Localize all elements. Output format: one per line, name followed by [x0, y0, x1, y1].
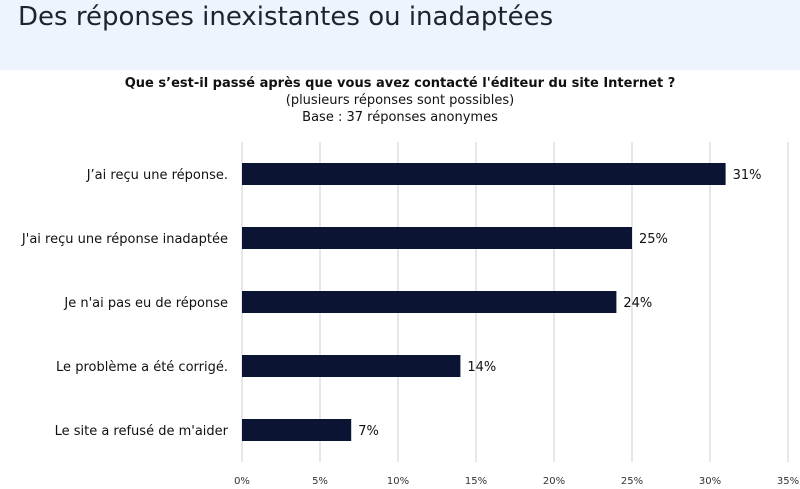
x-tick-label: 15%	[465, 476, 487, 487]
page-title: Des réponses inexistantes ou inadaptées	[18, 2, 554, 32]
data-label: 25%	[639, 232, 668, 247]
bar	[242, 227, 632, 249]
chart-title: Que s’est-il passé après que vous avez c…	[124, 76, 676, 91]
category-label: J'ai reçu une réponse inadaptée	[21, 232, 228, 247]
x-tick-label: 30%	[699, 476, 721, 487]
bar	[242, 291, 617, 313]
bar	[242, 355, 461, 377]
data-label: 31%	[733, 168, 762, 183]
data-label: 14%	[467, 360, 496, 375]
x-tick-label: 35%	[777, 476, 799, 487]
chart-base: Base : 37 réponses anonymes	[302, 110, 498, 125]
bar	[242, 163, 726, 185]
category-label: Le problème a été corrigé.	[56, 360, 228, 375]
category-label: Je n'ai pas eu de réponse	[63, 296, 228, 311]
page-header: Des réponses inexistantes ou inadaptées	[0, 0, 800, 70]
chart-subtitle: (plusieurs réponses sont possibles)	[285, 93, 515, 108]
data-label: 24%	[623, 296, 652, 311]
x-tick-label: 10%	[387, 476, 409, 487]
x-tick-label: 0%	[234, 476, 250, 487]
category-label: J’ai reçu une réponse.	[86, 168, 228, 183]
x-tick-label: 20%	[543, 476, 565, 487]
x-tick-label: 5%	[312, 476, 328, 487]
x-tick-label: 25%	[621, 476, 643, 487]
bar	[242, 419, 352, 441]
data-label: 7%	[358, 424, 379, 439]
category-label: Le site a refusé de m'aider	[55, 424, 229, 439]
